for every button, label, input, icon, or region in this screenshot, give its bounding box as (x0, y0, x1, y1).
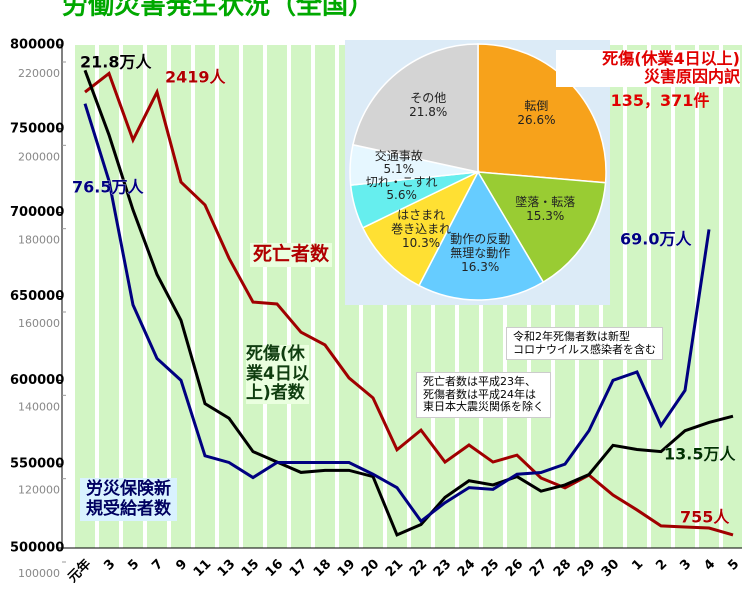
value-label: 2419人 (165, 68, 227, 87)
x-tick-label: 5 (125, 557, 142, 574)
y2-tick-label: 120000 (18, 484, 60, 497)
pie-value-label: 15.3% (495, 210, 595, 224)
column-stripe (723, 45, 742, 548)
y2-tick-label: 180000 (18, 234, 60, 247)
note: 死亡者数は平成23年、 死傷者数は平成24年は 東日本大震災関係を除く (416, 372, 551, 418)
value-label: 69.0万人 (620, 230, 692, 249)
y-tick-label: 700000 (10, 205, 64, 220)
pie-category: 転倒 (486, 100, 586, 114)
value-label: 21.8万人 (80, 53, 152, 72)
x-tick-label: 25 (479, 557, 502, 580)
x-tick-label: 13 (215, 557, 238, 580)
y2-tick-label: 160000 (18, 317, 60, 330)
column-stripe (651, 45, 671, 548)
y-tick-label: 500000 (10, 541, 64, 556)
y-tick-label: 600000 (10, 373, 64, 388)
x-tick-label: 20 (359, 557, 382, 580)
x-tick-label: 29 (575, 557, 598, 580)
x-tick-label: 1 (629, 557, 646, 574)
column-stripe (99, 45, 119, 548)
column-stripe (627, 45, 647, 548)
y2-tick-label: 200000 (18, 150, 60, 163)
pie-value-label: 26.6% (486, 114, 586, 128)
y2-tick-label: 140000 (18, 400, 60, 413)
pie-value-label: 5.1% (349, 163, 449, 177)
pie-value-label: 21.8% (378, 106, 478, 120)
x-tick-label: 22 (407, 557, 430, 580)
pie-value-label: 10.3% (371, 237, 471, 251)
series-name: 死亡者数 (250, 243, 332, 267)
y-tick-label: 750000 (10, 121, 64, 136)
y-tick-label: 650000 (10, 289, 64, 304)
pie-value-label: 5.6% (352, 189, 452, 203)
x-tick-label: 15 (239, 557, 262, 580)
pie-title: 死傷(休業4日以上) 災害原因内訳 (556, 50, 740, 87)
y2-tick-label: 100000 (18, 567, 60, 580)
x-tick-label: 17 (287, 557, 310, 580)
x-tick-label: 9 (173, 557, 190, 574)
pie-category: 交通事故 (349, 150, 449, 164)
x-tick-label: 2 (653, 557, 670, 574)
x-tick-label: 27 (527, 557, 550, 580)
y2-tick-label: 220000 (18, 67, 60, 80)
chart-title: 労働災害発生状況（全国） (62, 0, 374, 21)
x-tick-label: 11 (191, 557, 214, 580)
value-label: 755人 (680, 508, 730, 527)
note: 令和2年死傷者数は新型 コロナウイルス感染者を含む (506, 327, 663, 360)
y-tick-label: 550000 (10, 457, 64, 472)
column-stripe (195, 45, 215, 548)
x-tick-label: 4 (701, 557, 718, 574)
series-name: 労災保険新 規受給者数 (80, 478, 177, 521)
column-stripe (699, 45, 719, 548)
x-tick-label: 26 (503, 557, 526, 580)
x-tick-label: 5 (725, 557, 742, 574)
pie-category: その他 (378, 92, 478, 106)
x-tick-label: 19 (335, 557, 358, 580)
x-tick-label: 16 (263, 557, 286, 580)
x-tick-label: 3 (101, 557, 118, 574)
x-tick-label: 23 (431, 557, 454, 580)
pie-category: はさまれ 巻き込まれ (371, 209, 471, 237)
x-tick-label: 28 (551, 557, 574, 580)
column-stripe (675, 45, 695, 548)
column-stripe (171, 45, 191, 548)
x-tick-label: 元年 (65, 556, 95, 586)
series-name: 死傷(休 業4日以 上)者数 (246, 345, 309, 404)
x-tick-label: 21 (383, 557, 406, 580)
column-stripe (75, 45, 95, 548)
column-stripe (219, 45, 239, 548)
x-tick-label: 24 (455, 557, 478, 580)
x-tick-label: 3 (677, 557, 694, 574)
x-tick-label: 7 (149, 557, 166, 574)
pie-category: 切れ・こすれ (352, 176, 452, 190)
value-label: 76.5万人 (72, 178, 144, 197)
pie-value-label: 16.3% (430, 261, 530, 275)
pie-category: 墜落・転落 (495, 196, 595, 210)
pie-subtitle: 135，371件 (585, 92, 735, 110)
page: 労働災害発生状況（全国） 500000 550000 600000 650000 700… (0, 0, 742, 593)
column-stripe (315, 45, 335, 548)
y-tick-label: 800000 (10, 38, 64, 53)
x-tick-label: 18 (311, 557, 334, 580)
value-label: 13.5万人 (664, 445, 736, 464)
x-tick-label: 30 (599, 557, 622, 580)
column-stripe (267, 45, 287, 548)
